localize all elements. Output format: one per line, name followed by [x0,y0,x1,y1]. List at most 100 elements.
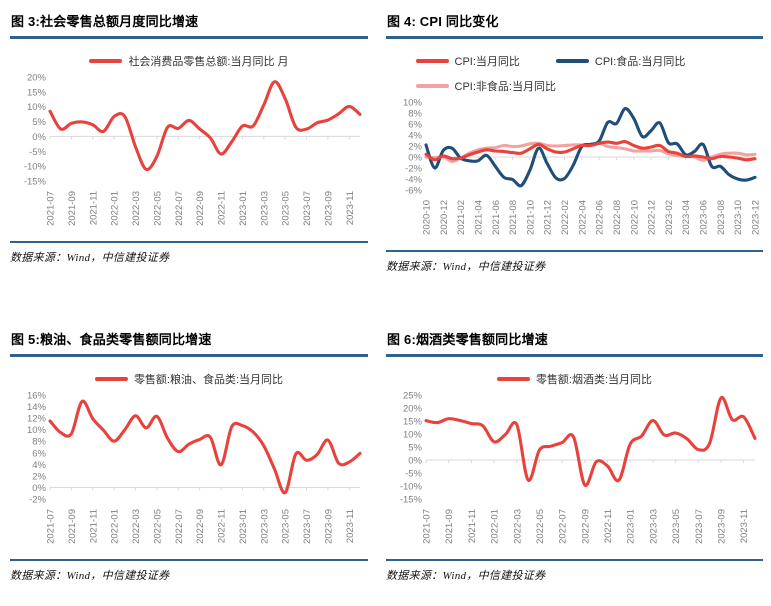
y-tick-label: -2% [405,164,422,175]
y-tick-label: 6% [32,448,46,459]
y-tick-label: 8% [32,437,46,448]
y-tick-label: 2% [32,471,46,482]
legend-label: CPI:当月同比 [454,56,520,68]
x-tick-label: 2021-10 [525,200,536,235]
y-tick-label: 5% [32,117,46,128]
x-tick-label: 2022-04 [577,200,588,235]
y-tick-label: -15% [24,177,47,188]
x-tick-label: 2022-09 [580,509,591,544]
x-tick-label: 2021-11 [467,509,478,543]
legend-item: 零售额:烟酒类:当月同比 [496,371,652,387]
figure-6-source: 数据来源：Wind，中信建投证券 [386,570,546,582]
y-tick-label: -2% [29,495,46,506]
x-tick-label: 2022-05 [152,509,163,544]
x-tick-label: 2021-07 [46,191,57,226]
chart-canvas: 16%14%12%10%8%6%4%2%0%-2%2021-07 2021-09 2… [27,391,362,544]
legend-line-swatch [415,84,449,88]
x-tick-label: 2022-07 [174,509,185,544]
y-tick-label: 10% [27,425,47,436]
x-tick-label: 2023-08 [716,200,727,235]
x-tick-label: 2023-03 [259,509,270,544]
legend-item: CPI:食品:当月同比 [555,53,685,69]
y-tick-label: -10% [24,162,47,173]
y-tick-label: 15% [27,87,47,98]
x-tick-label: 2023-01 [238,191,249,226]
x-tick-label: 2022-12 [647,200,658,235]
x-tick-label: 2022-11 [217,191,228,225]
figure-5-chart: 16% 14% 12% 10% 8% 6% 4% 2% 0% -2% 2021-07 2021-09 2… [10,389,368,557]
x-tick-label: 2021-06 [491,200,502,235]
x-tick-label: 2022-10 [629,200,640,235]
figure-3-title: 图 3:社会零售总额月度同比增速 [10,8,368,39]
x-tick-label: 2023-09 [323,509,334,544]
x-tick-label: 2022-03 [131,509,142,544]
y-tick-label: 5% [408,443,422,454]
chart-canvas: 25% 20% 15% 10% 5% 0% -5% -10% -15% 2021-07 2021-0… [400,391,757,544]
x-tick-label: 2022-03 [512,509,523,544]
figure-4-chart: 10% 8% 6% 4% 2% 0% -2% -4% -6% 2020-10 2020-12 2021… [386,96,763,248]
figure-5-legend: 零售额:粮油、食品类:当月同比 [10,371,368,387]
y-tick-label: 10% [403,98,423,109]
y-tick-label: -6% [405,186,422,197]
x-tick-label: 2022-08 [612,200,623,235]
chart-canvas: 20% 15% 10% 5% 0% -5% -10% -15% 2021-07 2021-09 20… [24,73,362,226]
figure-5-source: 数据来源：Wind，中信建投证券 [10,570,170,582]
figure-6-chart: 25% 20% 15% 10% 5% 0% -5% -10% -15% 2021-07 2021-0… [386,389,763,557]
series-line [424,107,757,188]
x-tick-label: 2023-09 [716,509,727,544]
figure-3-footer-rule [10,241,368,243]
x-tick-label: 2022-11 [217,509,228,543]
x-tick-label: 2023-11 [345,509,356,543]
x-tick-label: 2022-11 [603,509,614,543]
x-tick-label: 2022-06 [595,200,606,235]
x-tick-label: 2023-11 [345,191,356,225]
x-tick-label: 2023-02 [664,200,675,235]
x-tick-label: 2021-07 [422,509,433,544]
x-tick-label: 2023-03 [648,509,659,544]
x-tick-label: 2022-09 [195,509,206,544]
y-tick-label: -4% [405,175,422,186]
x-tick-label: 2021-08 [508,200,519,235]
legend-line-swatch [89,59,123,63]
figure-6-footer-rule [386,559,763,561]
x-tick-label: 2022-01 [110,509,121,544]
y-tick-label: -15% [400,495,423,506]
series-line [48,399,362,495]
legend-line-swatch [94,377,128,381]
figure-5-title: 图 5:粮油、食品类零售额同比增速 [10,326,368,357]
legend-line-swatch [415,59,449,63]
x-tick-label: 2020-12 [439,200,450,235]
figure-6-legend: 零售额:烟酒类:当月同比 [386,371,763,387]
figure-5-footer-rule [10,559,368,561]
figure-4-source: 数据来源：Wind，中信建投证券 [386,261,546,273]
x-tick-label: 2023-07 [302,509,313,544]
y-tick-label: 25% [403,391,423,402]
y-tick-label: 6% [408,120,422,131]
y-tick-label: 2% [408,142,422,153]
figure-5: 图 5:粮油、食品类零售额同比增速 零售额:粮油、食品类:当月同比 16% 14%… [10,326,368,583]
x-tick-label: 2021-09 [444,509,455,544]
figure-4-legend: CPI:当月同比 CPI:食品:当月同比 CPI:非食品:当月同比 [415,53,734,94]
figure-3-source: 数据来源：Wind，中信建投证券 [10,252,170,264]
figure-4: 图 4: CPI 同比变化 CPI:当月同比 CPI:食品:当月同比 CPI:非食品… [386,8,763,274]
figure-3-legend: 社会消费品零售总额:当月同比 月 [10,53,368,69]
x-tick-label: 2021-07 [46,509,57,544]
x-tick-label: 2022-09 [195,191,206,226]
x-tick-label: 2021-04 [473,200,484,235]
x-tick-label: 2022-07 [558,509,569,544]
x-tick-label: 2023-09 [323,191,334,226]
x-tick-label: 2021-12 [543,200,554,235]
x-tick-label: 2023-05 [281,509,292,544]
chart-canvas: 10%8%6%4%2%0%-2%-4%-6%2020-10 2020-12 2021… [403,98,762,235]
x-tick-label: 2022-07 [174,191,185,226]
x-tick-label: 2021-09 [67,191,78,226]
report-figure-grid: 图 3:社会零售总额月度同比增速 社会消费品零售总额:当月同比 月 20% 15%… [10,8,763,583]
legend-item: 社会消费品零售总额:当月同比 月 [89,53,289,69]
x-tick-label: 2021-11 [88,509,99,543]
x-tick-label: 2023-04 [681,200,692,235]
legend-label: CPI:非食品:当月同比 [454,81,556,93]
legend-label: 社会消费品零售总额:当月同比 月 [128,56,289,68]
y-tick-label: 0% [32,483,46,494]
x-tick-label: 2022-05 [535,509,546,544]
legend-line-swatch [555,59,589,63]
